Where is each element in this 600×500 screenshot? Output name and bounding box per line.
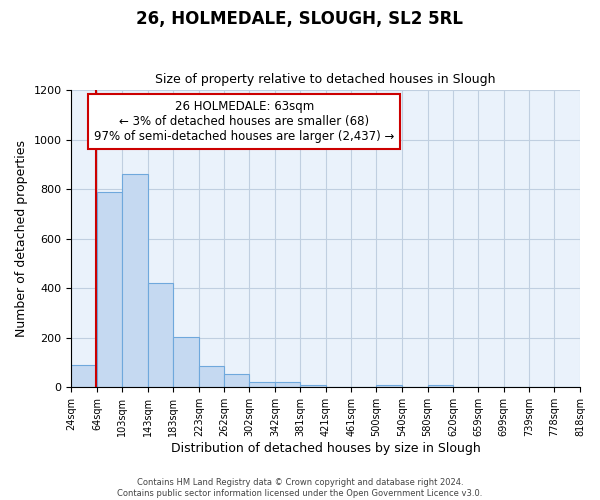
Bar <box>275 382 300 388</box>
Bar <box>173 336 199 388</box>
Bar <box>428 385 453 388</box>
Bar <box>224 374 250 388</box>
Text: 26, HOLMEDALE, SLOUGH, SL2 5RL: 26, HOLMEDALE, SLOUGH, SL2 5RL <box>137 10 464 28</box>
X-axis label: Distribution of detached houses by size in Slough: Distribution of detached houses by size … <box>171 442 481 455</box>
Bar <box>300 385 326 388</box>
Bar <box>376 385 402 388</box>
Title: Size of property relative to detached houses in Slough: Size of property relative to detached ho… <box>155 73 496 86</box>
Bar <box>122 174 148 388</box>
Text: 26 HOLMEDALE: 63sqm
← 3% of detached houses are smaller (68)
97% of semi-detache: 26 HOLMEDALE: 63sqm ← 3% of detached hou… <box>94 100 395 144</box>
Bar <box>71 365 97 388</box>
Bar <box>199 366 224 388</box>
Bar <box>250 382 275 388</box>
Bar <box>148 284 173 388</box>
Y-axis label: Number of detached properties: Number of detached properties <box>15 140 28 337</box>
Bar <box>97 192 122 388</box>
Text: Contains HM Land Registry data © Crown copyright and database right 2024.
Contai: Contains HM Land Registry data © Crown c… <box>118 478 482 498</box>
